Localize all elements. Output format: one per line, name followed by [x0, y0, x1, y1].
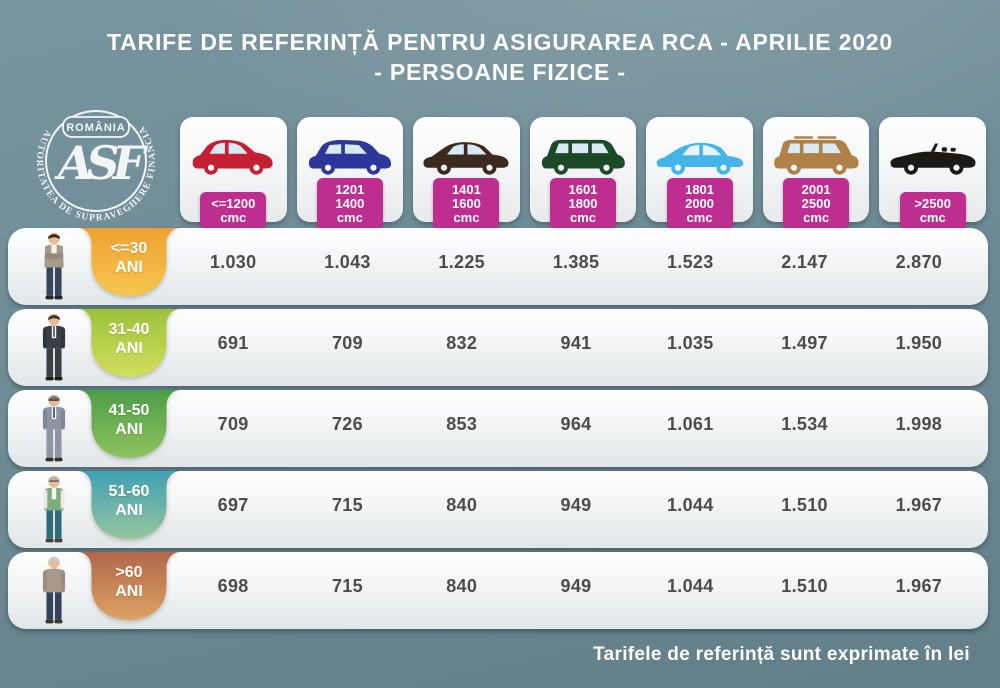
tariff-value: 832 [446, 333, 478, 353]
age-badge-tab-shape [78, 228, 180, 296]
tariff-value: 698 [217, 576, 249, 596]
person-man-green-vest-icon [43, 475, 65, 543]
header: TARIFE DE REFERINȚĂ PENTRU ASIGURAREA RC… [0, 28, 1000, 86]
tariff-value: 1.035 [667, 333, 714, 353]
age-badge: 31-40 ANI [78, 309, 180, 377]
age-badge-tab-shape [78, 390, 180, 458]
tariff-value: 941 [560, 333, 592, 353]
age-badge: 51-60 ANI [78, 471, 180, 539]
tariff-value: 709 [217, 414, 249, 434]
tariff-value: 840 [446, 576, 478, 596]
page-subtitle: - PERSOANE FIZICE - [374, 59, 626, 85]
age-badge-tab-shape [78, 471, 180, 539]
age-badge: >60 ANI [78, 552, 180, 620]
page-title: TARIFE DE REFERINȚĂ PENTRU ASIGURAREA RC… [107, 29, 893, 55]
tariff-value: 2.870 [895, 252, 943, 272]
logo-monogram: ASF [54, 136, 149, 190]
tariff-values-row: 709 726 853 964 1.061 1.534 1.998 [176, 390, 976, 467]
tariff-values-row: 1.030 1.043 1.225 1.385 1.523 2.147 2.87… [176, 228, 976, 305]
age-row-31-40: 31-40 ANI 691 709 832 941 1.035 1.497 1.… [8, 309, 988, 386]
person-man-gray-suit-icon [42, 394, 66, 462]
tariff-value: 1.510 [781, 495, 828, 515]
person-young-man-icon [44, 232, 64, 300]
engine-capacity-badge: >2500 cmc [899, 192, 966, 229]
engine-capacity-badge: 2001 2500 cmc [783, 178, 850, 229]
column-header-card-1201-1400: 1201 1400 cmc [296, 117, 404, 229]
tariff-value: 853 [446, 414, 478, 434]
age-row-51-60: 51-60 ANI 697 715 840 949 1.044 1.510 1.… [8, 471, 988, 548]
tariff-value: 1.967 [895, 495, 943, 515]
age-row-over-60: >60 ANI 698 715 840 949 1.044 1.510 1.96… [8, 552, 988, 629]
tariff-value: 1.044 [667, 495, 714, 515]
tariff-value: 715 [331, 495, 363, 515]
car-convertible-icon [890, 143, 976, 175]
car-minivan-icon [541, 139, 625, 175]
tariff-value: 1.225 [438, 252, 485, 272]
age-badge: <=30 ANI [78, 228, 180, 296]
tariff-value: 1.385 [552, 252, 600, 272]
column-header-card-1801-2000: 1801 2000 cmc [646, 117, 753, 229]
tariff-value: 691 [217, 333, 249, 353]
car-city-hatchback-icon [192, 139, 273, 175]
age-label: 31-40 ANI [108, 321, 150, 357]
car-suv-icon [774, 136, 859, 175]
car-compact-icon [308, 139, 391, 175]
tariff-table: <=30 ANI 1.030 1.043 1.225 1.385 1.523 2… [8, 228, 988, 633]
engine-capacity-badge: 1801 2000 cmc [666, 178, 733, 229]
tariff-value: 964 [560, 414, 592, 434]
tariff-value: 697 [217, 495, 249, 515]
age-badge: 41-50 ANI [78, 390, 180, 458]
column-header-card-2500plus: >2500 cmc [879, 117, 986, 229]
asf-logo: AUTORITATEA DE SUPRAVEGHERE FINANCIARĂ R… [16, 94, 172, 225]
person-elderly-man-icon [42, 556, 66, 624]
age-badge-tab-shape [78, 552, 180, 620]
logo-country-label: ROMÂNIA [66, 121, 126, 134]
asf-logo-icon: AUTORITATEA DE SUPRAVEGHERE FINANCIARĂ R… [16, 94, 157, 224]
column-header-card-1401-1600: 1401 1600 cmc [413, 117, 520, 229]
tariff-value: 1.044 [667, 576, 714, 596]
tariff-values-row: 698 715 840 949 1.044 1.510 1.967 [176, 552, 976, 629]
tariff-value: 1.523 [667, 252, 714, 272]
tariff-value: 1.030 [209, 252, 257, 272]
tariff-value: 1.534 [781, 414, 828, 434]
tariff-values-row: 691 709 832 941 1.035 1.497 1.950 [176, 309, 976, 386]
tariff-value: 1.967 [895, 576, 943, 596]
tariff-value: 1.950 [895, 333, 943, 353]
engine-capacity-badge: <=1200 cmc [200, 192, 267, 229]
person-man-dark-suit-icon [42, 313, 66, 381]
tariff-value: 1.043 [324, 252, 371, 272]
age-label: >60 ANI [115, 564, 143, 600]
tariff-value: 715 [331, 576, 363, 596]
tariff-value: 1.510 [781, 576, 828, 596]
tariff-value: 949 [560, 495, 592, 515]
age-label: 41-50 ANI [108, 402, 150, 438]
age-badge-tab-shape [78, 309, 180, 377]
tariff-value: 1.497 [781, 333, 828, 353]
car-sedan-sleek-icon [656, 142, 743, 175]
column-header-card-1601-1800: 1601 1800 cmc [529, 117, 637, 229]
tariff-value: 2.147 [781, 252, 828, 272]
column-headers: <=1200 cmc 1201 1400 cmc 1401 1600 cmc [180, 117, 986, 229]
engine-capacity-badge: 1201 1400 cmc [316, 178, 383, 229]
age-row-under-30: <=30 ANI 1.030 1.043 1.225 1.385 1.523 2… [8, 228, 988, 305]
age-label: 51-60 ANI [108, 483, 150, 519]
tariff-value: 726 [331, 414, 363, 434]
tariff-value: 1.998 [895, 414, 943, 434]
column-header-card-1200: <=1200 cmc [180, 117, 287, 229]
engine-capacity-badge: 1601 1800 cmc [549, 178, 616, 229]
car-sedan-icon [423, 142, 509, 175]
tariff-value: 840 [446, 495, 478, 515]
tariff-value: 709 [331, 333, 363, 353]
footer-note: Tarifele de referință sunt exprimate în … [593, 644, 970, 665]
age-label: <=30 ANI [110, 240, 148, 276]
tariff-value: 1.061 [667, 414, 714, 434]
engine-capacity-badge: 1401 1600 cmc [433, 178, 500, 229]
column-header-card-2001-2500: 2001 2500 cmc [762, 117, 870, 229]
tariff-value: 949 [560, 576, 592, 596]
tariff-values-row: 697 715 840 949 1.044 1.510 1.967 [176, 471, 976, 548]
age-row-41-50: 41-50 ANI 709 726 853 964 1.061 1.534 1.… [8, 390, 988, 467]
